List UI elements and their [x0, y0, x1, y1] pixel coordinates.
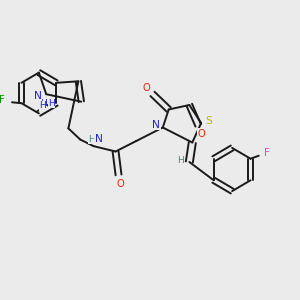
Text: H: H — [177, 156, 184, 165]
Text: F: F — [0, 95, 5, 105]
Text: O: O — [142, 83, 150, 94]
Text: H: H — [48, 99, 55, 108]
Text: H: H — [40, 99, 47, 108]
Text: H: H — [39, 101, 46, 110]
Text: O: O — [116, 179, 124, 189]
Text: F: F — [264, 148, 270, 158]
Text: H: H — [88, 135, 95, 144]
Text: N: N — [34, 91, 42, 101]
Text: N: N — [95, 134, 103, 145]
Text: N: N — [152, 119, 160, 130]
Text: S: S — [205, 116, 212, 126]
Text: O: O — [197, 129, 205, 139]
